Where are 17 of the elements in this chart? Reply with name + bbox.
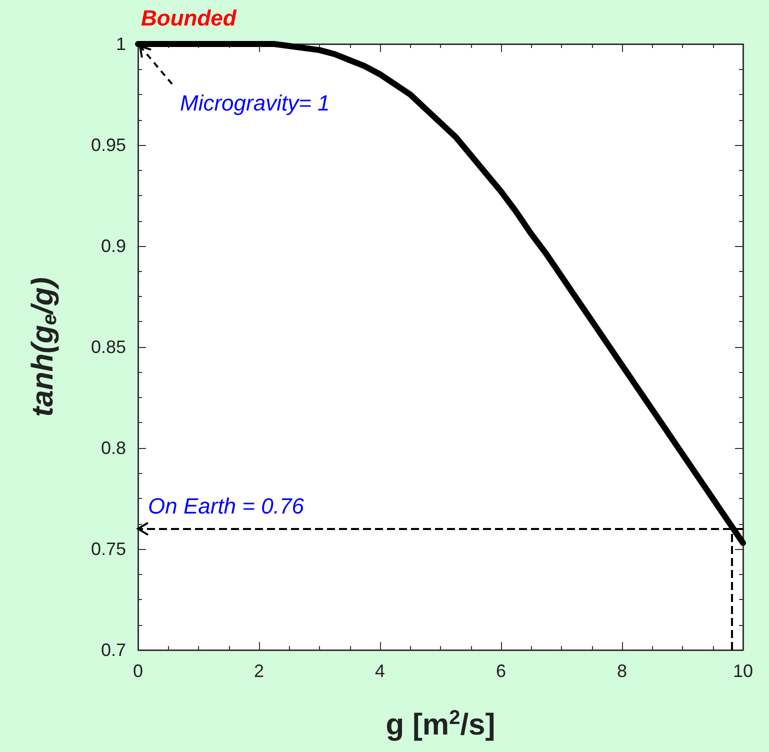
y-tick-label: 0.75 (90, 539, 126, 559)
y-tick-label: 1 (116, 34, 126, 54)
x-tick-label: 10 (732, 661, 754, 681)
y-axis-title: tanh(ge/g) (26, 277, 61, 417)
x-tick-label: 0 (132, 661, 144, 681)
y-tick-label: 0.9 (100, 236, 126, 256)
x-tick-label: 6 (496, 661, 506, 681)
x-tick-label: 8 (616, 661, 628, 681)
y-tick-label: 0.7 (100, 640, 126, 660)
ref-line-label: On Earth = 0.76 (148, 493, 305, 518)
annotation: Microgravity= 1 (180, 90, 330, 116)
chart-title: Bounded (141, 6, 237, 30)
x-tick-label: 2 (254, 661, 264, 681)
y-tick-label: 0.85 (90, 337, 126, 357)
y-tick-label: 0.95 (90, 135, 126, 155)
x-tick-label: 4 (374, 661, 386, 681)
y-tick-label: 0.8 (100, 438, 126, 458)
